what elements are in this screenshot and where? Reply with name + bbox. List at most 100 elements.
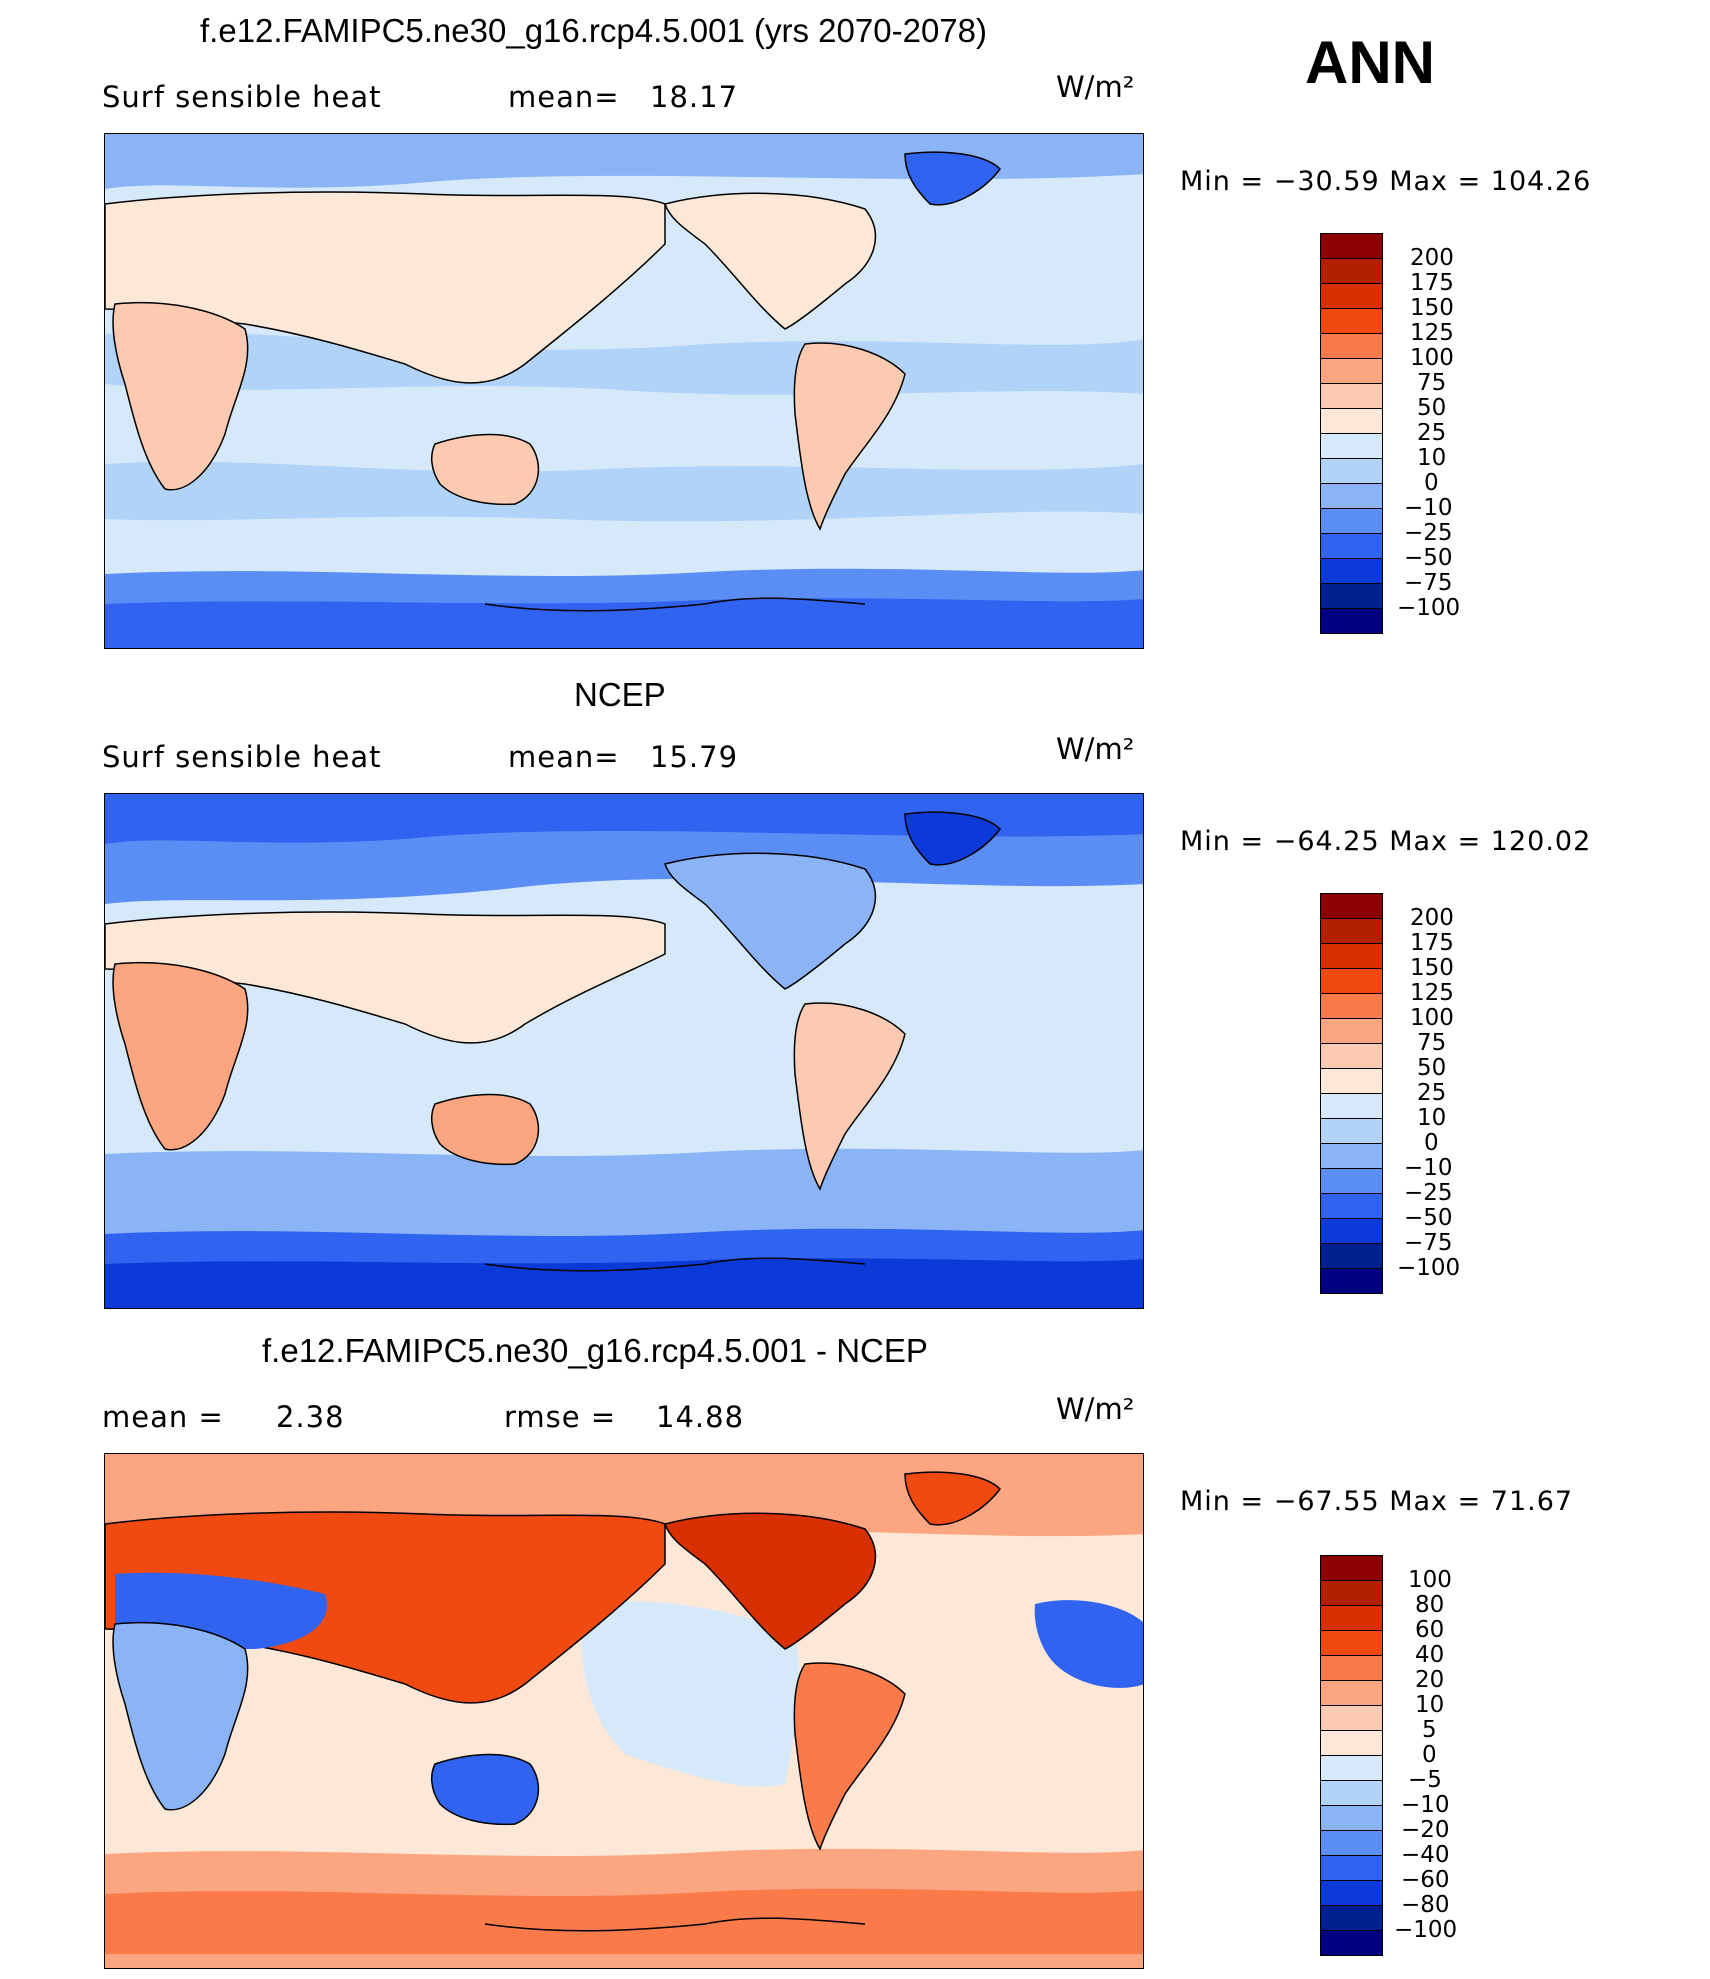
colorbar-label: 0: [1424, 1130, 1439, 1156]
colorbar-box-1: [1320, 258, 1383, 284]
colorbar-box-8: [1320, 433, 1383, 459]
colorbar-box-2: [1320, 943, 1383, 969]
colorbar-box-7: [1320, 408, 1383, 434]
colorbar-box-0: [1320, 1555, 1383, 1581]
colorbar-label: 200: [1410, 905, 1454, 931]
colorbar-label: 10: [1415, 1692, 1445, 1718]
colorbar-box-6: [1320, 383, 1383, 409]
colorbar-label: 100: [1410, 1005, 1454, 1031]
colorbar-label: 125: [1410, 980, 1454, 1006]
colorbar-label: −100: [1397, 1255, 1461, 1281]
colorbar-box-5: [1320, 358, 1383, 384]
colorbar-box-12: [1320, 1193, 1383, 1219]
colorbar-box-15: [1320, 1930, 1383, 1956]
colorbar-box-3: [1320, 1630, 1383, 1656]
colorbar-label: 0: [1424, 470, 1439, 496]
colorbar-label: 125: [1410, 320, 1454, 346]
colorbar-label: 10: [1417, 1105, 1447, 1131]
colorbar-box-5: [1320, 1680, 1383, 1706]
panel-2-mean-value: 15.79: [650, 740, 739, 774]
colorbar-box-6: [1320, 1043, 1383, 1069]
colorbar-label: 75: [1417, 1030, 1447, 1056]
colorbar-label: 50: [1417, 1055, 1447, 1081]
colorbar-box-1: [1320, 918, 1383, 944]
panel-2-variable-label: Surf sensible heat: [102, 740, 382, 774]
colorbar-label: −10: [1404, 1155, 1453, 1181]
panel-1-map: [104, 133, 1144, 649]
colorbar-box-14: [1320, 583, 1383, 609]
panel-3-minmax: Min = −67.55 Max = 71.67: [1180, 1486, 1574, 1517]
colorbar-label: 150: [1410, 955, 1454, 981]
colorbar-label: 0: [1422, 1742, 1437, 1768]
colorbar-label: −5: [1408, 1767, 1442, 1793]
colorbar-box-7: [1320, 1730, 1383, 1756]
colorbar-label: −10: [1404, 495, 1453, 521]
colorbar-label: −80: [1401, 1892, 1450, 1918]
colorbar-label: −100: [1397, 595, 1461, 621]
colorbar-label: −40: [1401, 1842, 1450, 1868]
panel-3-rmse-value: 14.88: [656, 1400, 745, 1434]
colorbar-box-12: [1320, 1855, 1383, 1881]
colorbar-label: 175: [1410, 930, 1454, 956]
colorbar-box-10: [1320, 483, 1383, 509]
colorbar-box-13: [1320, 558, 1383, 584]
colorbar-label: 10: [1417, 445, 1447, 471]
panel-2-units: W/m²: [1056, 732, 1135, 766]
panel-3-title: f.e12.FAMIPC5.ne30_g16.rcp4.5.001 - NCEP: [262, 1332, 928, 1369]
colorbar-label: −50: [1404, 1205, 1453, 1231]
colorbar-box-2: [1320, 1605, 1383, 1631]
panel-1-variable-label: Surf sensible heat: [102, 80, 382, 114]
colorbar-label: 25: [1417, 1080, 1447, 1106]
panel-1-units: W/m²: [1056, 70, 1135, 104]
colorbar-box-2: [1320, 283, 1383, 309]
colorbar-box-3: [1320, 968, 1383, 994]
colorbar-label: 150: [1410, 295, 1454, 321]
colorbar-box-10: [1320, 1805, 1383, 1831]
colorbar-box-11: [1320, 1830, 1383, 1856]
colorbar-box-13: [1320, 1880, 1383, 1906]
colorbar-label: −20: [1401, 1817, 1450, 1843]
colorbar-box-0: [1320, 893, 1383, 919]
colorbar-label: 40: [1415, 1642, 1445, 1668]
season-label: ANN: [1305, 29, 1435, 96]
panel-3-units: W/m²: [1056, 1392, 1135, 1426]
colorbar-label: −75: [1404, 570, 1453, 596]
colorbar-label: 60: [1415, 1617, 1445, 1643]
panel-2-mean-label: mean=: [508, 740, 620, 774]
colorbar-label: 100: [1408, 1567, 1452, 1593]
colorbar-box-10: [1320, 1143, 1383, 1169]
colorbar-label: 25: [1417, 420, 1447, 446]
colorbar-box-6: [1320, 1705, 1383, 1731]
colorbar-box-9: [1320, 458, 1383, 484]
panel-2-minmax: Min = −64.25 Max = 120.02: [1180, 826, 1592, 857]
panel-1-title: f.e12.FAMIPC5.ne30_g16.rcp4.5.001 (yrs 2…: [200, 12, 987, 49]
colorbar-box-7: [1320, 1068, 1383, 1094]
colorbar-box-3: [1320, 308, 1383, 334]
panel-1-mean-label: mean=: [508, 80, 620, 114]
colorbar-label: 20: [1415, 1667, 1445, 1693]
colorbar-label: −25: [1404, 520, 1453, 546]
colorbar-label: 80: [1415, 1592, 1445, 1618]
colorbar-box-15: [1320, 608, 1383, 634]
colorbar-box-13: [1320, 1218, 1383, 1244]
colorbar-box-0: [1320, 233, 1383, 259]
colorbar-box-12: [1320, 533, 1383, 559]
colorbar-label: −100: [1394, 1917, 1458, 1943]
colorbar-box-11: [1320, 1168, 1383, 1194]
colorbar-box-4: [1320, 333, 1383, 359]
colorbar-label: 200: [1410, 245, 1454, 271]
colorbar-label: −50: [1404, 545, 1453, 571]
colorbar-label: −75: [1404, 1230, 1453, 1256]
panel-3-mean-label: mean =: [102, 1400, 224, 1434]
colorbar-box-5: [1320, 1018, 1383, 1044]
colorbar-label: 75: [1417, 370, 1447, 396]
panel-3-map: [104, 1453, 1144, 1969]
panel-2-map: [104, 793, 1144, 1309]
colorbar-label: 5: [1422, 1717, 1437, 1743]
colorbar-box-4: [1320, 1655, 1383, 1681]
colorbar-box-1: [1320, 1580, 1383, 1606]
panel-2-title: NCEP: [574, 676, 666, 713]
colorbar-box-9: [1320, 1780, 1383, 1806]
colorbar-label: 100: [1410, 345, 1454, 371]
colorbar-label: 175: [1410, 270, 1454, 296]
